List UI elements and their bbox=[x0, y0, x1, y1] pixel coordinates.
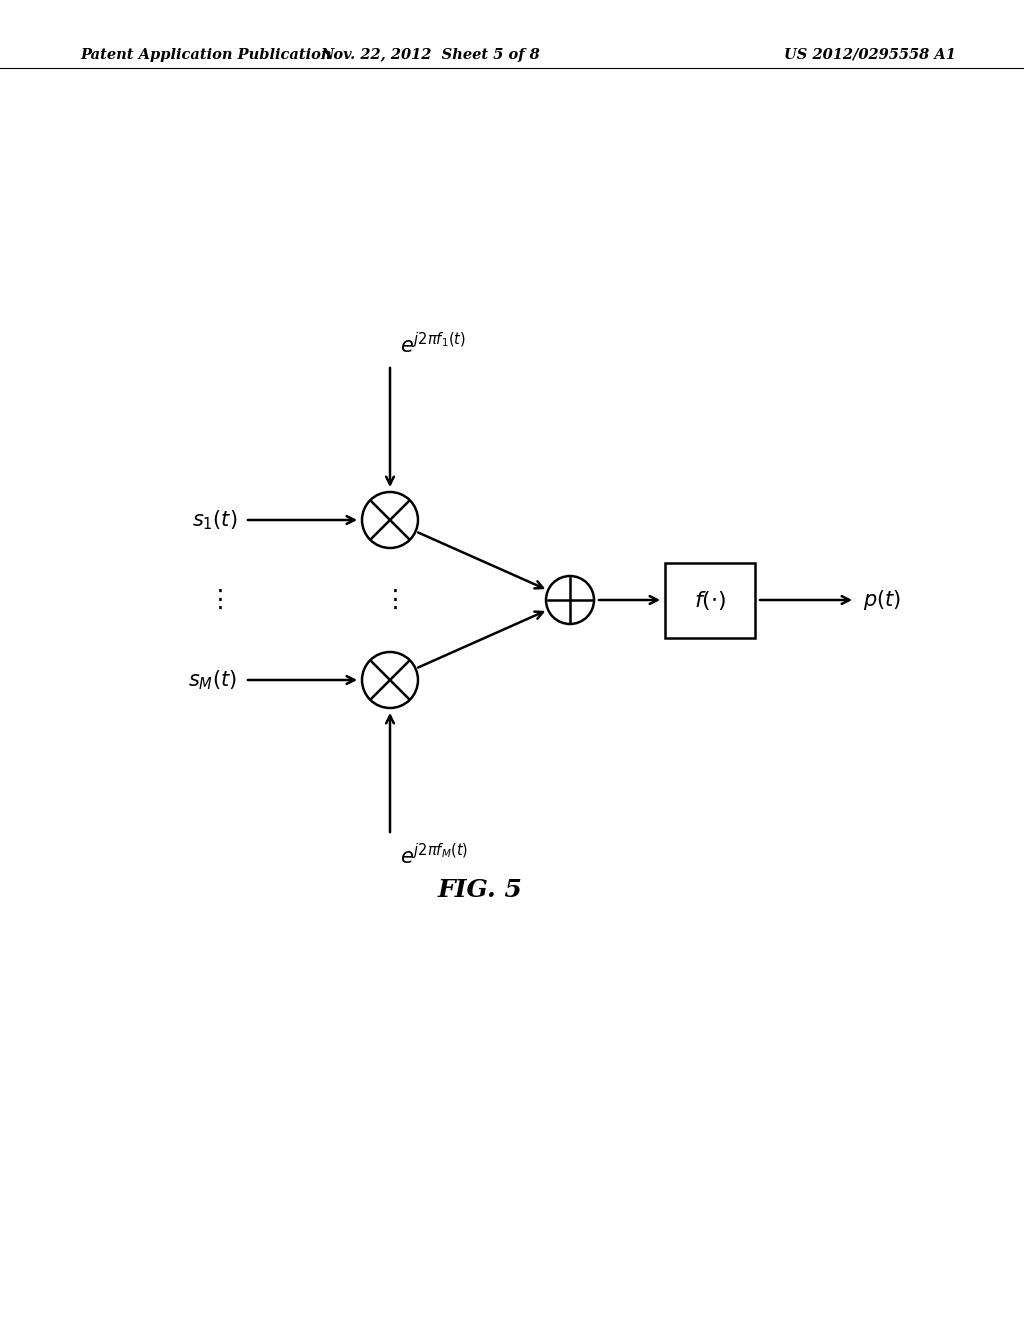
Text: $f(\cdot)$: $f(\cdot)$ bbox=[694, 589, 726, 611]
Text: $\vdots$: $\vdots$ bbox=[207, 589, 223, 611]
Text: $s_M(t)$: $s_M(t)$ bbox=[188, 668, 237, 692]
Text: $p(t)$: $p(t)$ bbox=[863, 587, 901, 612]
Text: $\vdots$: $\vdots$ bbox=[382, 589, 398, 611]
Text: Nov. 22, 2012  Sheet 5 of 8: Nov. 22, 2012 Sheet 5 of 8 bbox=[321, 48, 540, 62]
Text: $s_1(t)$: $s_1(t)$ bbox=[191, 508, 237, 532]
Text: $e^{j2\pi f_1(t)}$: $e^{j2\pi f_1(t)}$ bbox=[400, 331, 466, 356]
Text: US 2012/0295558 A1: US 2012/0295558 A1 bbox=[784, 48, 956, 62]
Bar bbox=[665, 562, 755, 638]
Text: $e^{j2\pi f_M(t)}$: $e^{j2\pi f_M(t)}$ bbox=[400, 843, 468, 869]
Text: FIG. 5: FIG. 5 bbox=[437, 878, 522, 902]
Text: Patent Application Publication: Patent Application Publication bbox=[80, 48, 332, 62]
